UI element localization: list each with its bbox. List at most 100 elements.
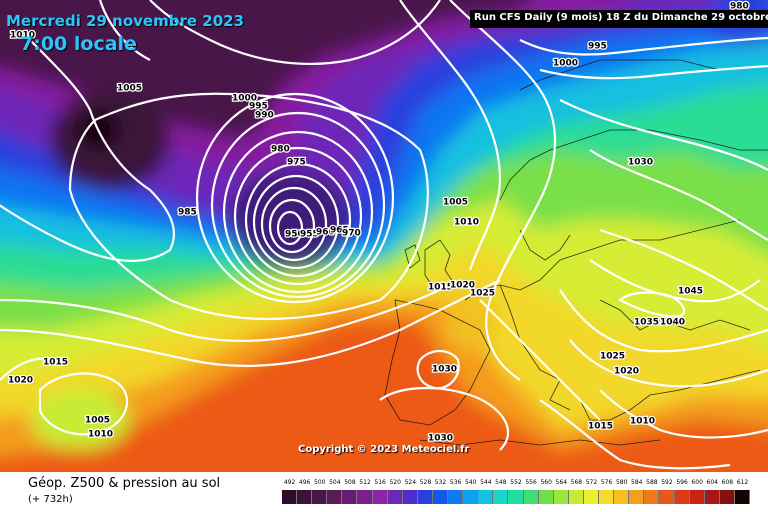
scale-color-swatch — [357, 490, 373, 504]
scale-level-label: 612 — [736, 479, 749, 486]
isobars — [0, 0, 768, 468]
isobar-label: 950 — [285, 230, 304, 240]
scale-level-label: 600 — [691, 479, 703, 486]
scale-color-swatch — [523, 490, 539, 504]
scale-color-swatch — [568, 490, 584, 504]
scale-level-label: 588 — [646, 479, 658, 486]
scale-level-label: 520 — [389, 479, 401, 486]
isobar-label: 975 — [287, 158, 306, 168]
isobar-label: 1020 — [450, 281, 475, 291]
scale-color-swatch — [493, 490, 509, 504]
geopotential-field — [0, 0, 768, 472]
scale-level-label: 572 — [585, 479, 598, 486]
isobar-label: 1005 — [443, 198, 468, 208]
isobar-label: 1010 — [88, 430, 113, 440]
isobar-label: 1000 — [232, 94, 257, 104]
isobar-label: 1030 — [432, 365, 457, 375]
scale-level-label: 532 — [434, 479, 447, 486]
scale-level-label: 564 — [555, 479, 568, 486]
scale-color-swatch — [614, 490, 630, 504]
isobar-label: 1035 — [634, 318, 659, 328]
scale-color-swatch — [599, 490, 615, 504]
scale-level-label: 584 — [631, 479, 643, 486]
scale-level-label: 528 — [419, 479, 432, 486]
scale-level-label: 540 — [464, 479, 477, 486]
scale-color-swatch — [282, 490, 298, 504]
scale-color-swatch — [387, 490, 403, 504]
map-canvas: 1010100510009959909809759859509559609659… — [0, 0, 768, 472]
scale-level-label: 560 — [540, 479, 552, 486]
isobar-label: 1020 — [614, 367, 639, 377]
isobar-label: 1005 — [85, 416, 110, 426]
scale-level-label: 536 — [449, 479, 462, 486]
scale-level-label: 504 — [329, 479, 341, 486]
isobar-label: 995 — [588, 42, 607, 52]
scale-level-label: 496 — [298, 479, 311, 486]
scale-color-swatch — [312, 490, 328, 504]
scale-level-label: 492 — [283, 479, 296, 486]
isobar-label: 1015 — [588, 422, 613, 432]
scale-level-label: 568 — [570, 479, 583, 486]
legend-title: Géop. Z500 & pression au sol — [28, 476, 221, 491]
scale-color-swatch — [734, 490, 750, 504]
scale-color-swatch — [342, 490, 358, 504]
scale-color-swatch — [644, 490, 660, 504]
isobar-label: 1025 — [470, 289, 495, 299]
isobar-label: 1030 — [428, 434, 453, 444]
isobar-label: 960 — [316, 228, 335, 238]
scale-color-swatch — [327, 490, 343, 504]
isobar-label: 955 — [300, 230, 319, 240]
isobar-label: 1025 — [600, 352, 625, 362]
scale-level-label: 508 — [344, 479, 356, 486]
scale-level-label: 552 — [510, 479, 522, 486]
isobar-label: 1000 — [553, 59, 578, 69]
scale-color-swatch — [704, 490, 720, 504]
isobar-label: 990 — [255, 111, 274, 121]
isobar-label: 1015 — [43, 358, 68, 368]
scale-level-label: 544 — [480, 479, 492, 486]
scale-color-swatch — [402, 490, 418, 504]
run-info-box — [470, 10, 768, 28]
isobar-label: 985 — [178, 208, 197, 218]
isobar-label: 995 — [249, 102, 268, 112]
scale-level-label: 524 — [404, 479, 417, 486]
scale-level-label: 580 — [615, 479, 628, 486]
isobar-label: 1030 — [628, 158, 653, 168]
scale-level-label: 548 — [495, 479, 507, 486]
legend-footer: Géop. Z500 & pression au sol (+ 732h) 49… — [0, 472, 768, 512]
isobar-label: 1020 — [8, 376, 33, 386]
scale-color-swatch — [553, 490, 569, 504]
isobar-labels: 1010100510009959909809759859509559609659… — [7, 0, 750, 445]
coastlines — [384, 59, 768, 446]
scale-level-label: 556 — [525, 479, 537, 486]
scale-color-swatch — [463, 490, 479, 504]
scale-color-swatch — [372, 490, 388, 504]
isobar-label: 1010 — [454, 218, 479, 228]
scale-level-label: 516 — [374, 479, 386, 486]
isobar-label: 1010 — [10, 31, 35, 41]
isobar-label: 970 — [342, 229, 361, 239]
scale-level-label: 576 — [600, 479, 613, 486]
isobar-label: 1015 — [428, 283, 453, 293]
scale-color-swatch — [674, 490, 690, 504]
isobar-label: 965 — [330, 226, 349, 236]
forecast-date: Mercredi 29 novembre 2023 — [6, 12, 245, 30]
scale-level-label: 592 — [661, 479, 673, 486]
scale-color-swatch — [538, 490, 554, 504]
run-info: Run CFS Daily (9 mois) 18 Z du Dimanche … — [474, 12, 768, 23]
isobar-label: 1040 — [660, 318, 685, 328]
scale-color-swatch — [508, 490, 524, 504]
scale-level-label: 604 — [706, 479, 718, 486]
isobar-label: 1005 — [117, 84, 142, 94]
scale-level-label: 512 — [359, 479, 371, 486]
isobar-label: 980 — [271, 145, 290, 155]
scale-color-swatch — [659, 490, 675, 504]
forecast-time: 7:00 locale — [20, 33, 137, 55]
scale-color-swatch — [719, 490, 735, 504]
isobar-label: 1045 — [678, 287, 703, 297]
copyright-notice: Copyright © 2023 Meteociel.fr — [298, 444, 470, 455]
weather-map: 1010 1005 1000 995 990 980 975 985 950 955 960 965 9… — [0, 0, 768, 472]
scale-color-swatch — [448, 490, 464, 504]
scale-color-swatch — [297, 490, 313, 504]
